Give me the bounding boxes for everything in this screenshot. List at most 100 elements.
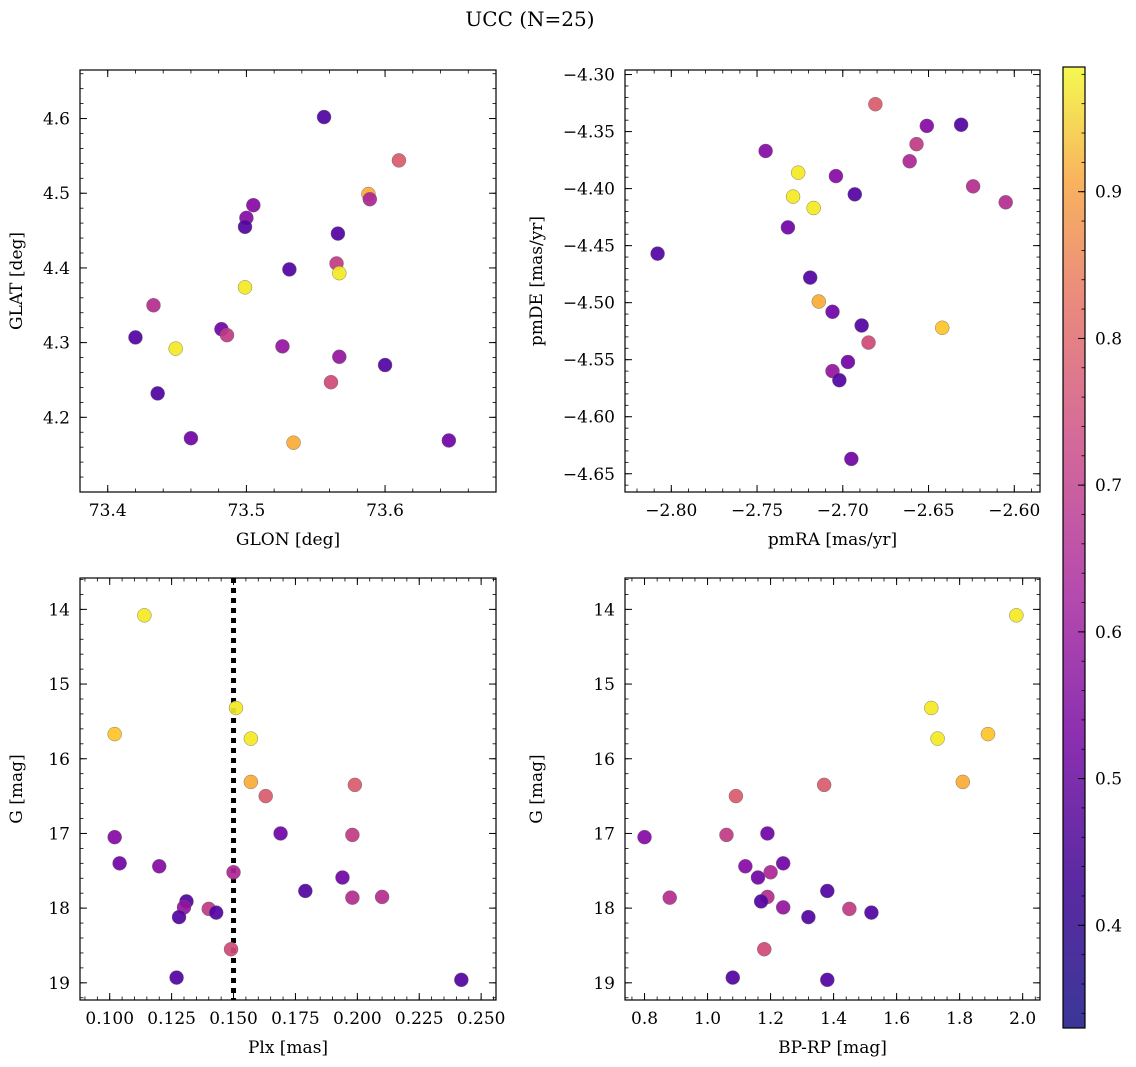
y-axis-label: GLAT [deg] [7,232,27,330]
scatter-point [637,829,652,845]
scatter-point [237,280,253,295]
scatter-point [750,870,766,885]
y-tick-label: 15 [593,675,615,695]
scatter-point [847,187,862,202]
scatter-point [107,829,122,845]
scatter-point [345,827,360,843]
x-tick-label: 73.4 [89,501,127,521]
scatter-point [330,226,346,241]
x-tick-label: −2.75 [731,501,783,521]
x-tick-label: −2.80 [645,501,697,521]
colorbar-tick-label: 0.7 [1095,476,1122,496]
y-tick-label: 14 [48,600,70,620]
scatter-point [332,265,347,281]
scatter-point [286,435,301,450]
scatter-point [868,97,883,112]
scatter-point [902,154,917,169]
scatter-point [758,143,773,159]
colorbar-tick-label: 0.5 [1095,770,1122,790]
subplot-3: 0.100 0.125 0.150 0.175 0.200 0.225 0.250 14 15 1… [7,577,506,1058]
scatter-point [237,219,253,235]
x-tick-label: −2.65 [902,501,954,521]
scatter-point [454,972,469,988]
scatter-point [842,901,857,917]
x-tick-label: 0.200 [333,1009,382,1029]
scatter-point [391,153,407,168]
scatter-point [725,970,740,985]
scatter-point [128,330,143,345]
scatter-point [323,375,339,390]
y-tick-label: −4.65 [563,465,615,485]
scatter-point [282,262,297,277]
y-tick-label: 17 [593,824,615,844]
scatter-point [909,136,924,152]
axes-frame [79,69,497,493]
scatter-point [112,856,127,871]
scatter-point [298,883,313,899]
x-tick-label: 1.2 [757,1009,784,1029]
colorbar-tick-label: 0.9 [1095,183,1122,203]
subplots: 73.4 73.5 73.6 4.2 4.3 4.4 4.5 4.6 GLON [deg] GLA… [7,66,1041,1058]
y-tick-label: −4.50 [563,294,615,314]
scatter-point [243,731,259,746]
scatter-point [332,349,347,365]
x-tick-label: 1.8 [946,1009,973,1029]
scatter-point [316,109,332,125]
colorbar-gradient [1062,66,1086,1029]
scatter-point [228,700,244,716]
scatter-point [137,608,152,623]
axes-frame [624,577,1041,1001]
x-tick-label: −2.60 [988,501,1040,521]
axes-frame [624,69,1041,493]
scatter-point [832,373,847,388]
scatter-point [801,909,816,925]
scatter-point [226,865,241,880]
scatter-point [924,700,939,716]
scatter-point [107,726,122,742]
scatter-point [273,826,288,841]
scatter-point [955,774,970,790]
x-tick-label: 1.0 [694,1009,721,1029]
colorbar: 0.4 0.5 0.6 0.7 0.8 0.9 [1062,66,1122,1029]
y-tick-label: −4.30 [563,66,615,86]
y-tick-label: 4.5 [43,184,70,204]
scatter-point [785,189,801,204]
x-tick-label: 0.250 [457,1009,506,1029]
scatter-point [150,386,165,401]
scatter-point [760,826,775,841]
colorbar-tick-label: 0.8 [1095,329,1122,349]
y-tick-label: 16 [48,750,70,770]
x-tick-label: 73.6 [366,501,404,521]
scatter-point [728,788,744,804]
scatter-point [811,294,826,309]
scatter-point [258,788,273,804]
scatter-point [362,192,378,207]
scatter-point [757,942,772,957]
y-tick-label: −4.45 [563,237,615,257]
y-tick-label: 18 [48,899,70,919]
scatter-point [861,335,876,350]
scatter-point [377,357,393,373]
x-tick-label: 0.225 [395,1009,444,1029]
y-tick-label: −4.60 [563,408,615,428]
scatter-point [738,859,753,874]
x-tick-label: 1.4 [820,1009,847,1029]
scatter-point [146,298,161,313]
x-tick-label: 1.6 [883,1009,910,1029]
scatter-point [980,726,996,742]
scatter-point [820,972,835,988]
scatter-point [243,774,259,790]
x-tick-label: 2.0 [1009,1009,1036,1029]
x-tick-label: 73.5 [227,501,265,521]
y-tick-label: 18 [593,899,615,919]
scatter-point [998,195,1013,210]
x-tick-label: 0.8 [631,1009,658,1029]
y-tick-label: −4.40 [563,180,615,200]
scatter-point [965,179,981,194]
y-axis-label: pmDE [mas/yr] [527,216,547,346]
x-axis-label: BP-RP [mag] [778,1038,887,1058]
scatter-point [864,905,879,920]
scatter-point [168,341,183,356]
scatter-point [820,883,835,899]
